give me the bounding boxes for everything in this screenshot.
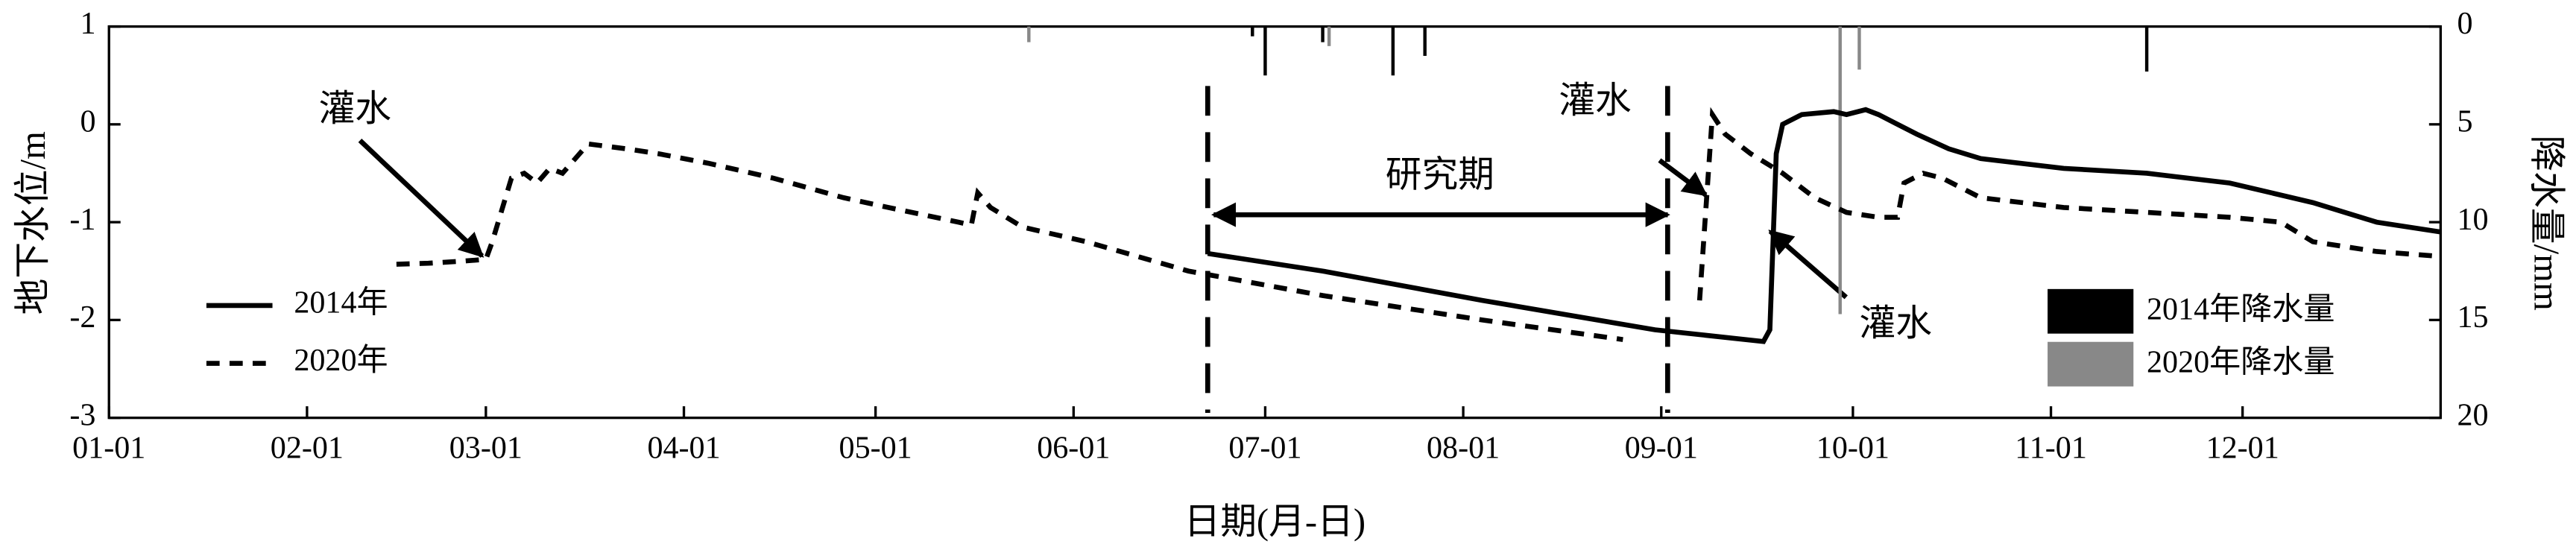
x-tick-label: 10-01 bbox=[1816, 431, 1890, 466]
annotation-arrows bbox=[358, 139, 1848, 300]
x-tick-label: 12-01 bbox=[2206, 431, 2279, 466]
arrow bbox=[1658, 158, 1708, 197]
y-tick-label: 0 bbox=[80, 104, 95, 139]
legend-swatch bbox=[2048, 341, 2134, 387]
arrow bbox=[358, 139, 484, 258]
x-tick-label: 05-01 bbox=[839, 431, 912, 466]
legend-label: 2014年降水量 bbox=[2147, 292, 2334, 327]
y2-tick-label: 5 bbox=[2457, 104, 2472, 139]
y-tick-label: 1 bbox=[80, 6, 95, 41]
y-axis-title: 地下水位/m bbox=[13, 131, 53, 314]
legend-label: 2014年 bbox=[294, 285, 388, 320]
y2-axis-title: 降水量/mm bbox=[2527, 135, 2567, 311]
y-tick-label: -1 bbox=[69, 202, 95, 237]
y2-tick-label: 10 bbox=[2457, 202, 2488, 237]
x-tick-label: 07-01 bbox=[1228, 431, 1301, 466]
x-tick-label: 09-01 bbox=[1625, 431, 1698, 466]
x-tick-label: 08-01 bbox=[1427, 431, 1500, 466]
x-tick-label: 03-01 bbox=[449, 431, 523, 466]
annotation: 灌水 bbox=[319, 89, 391, 129]
y2-tick-label: 15 bbox=[2457, 300, 2488, 335]
series-line bbox=[1207, 107, 2441, 344]
series-line bbox=[396, 107, 2441, 342]
x-tick-label: 02-01 bbox=[271, 431, 344, 466]
legend-label: 2020年降水量 bbox=[2147, 344, 2334, 379]
arrow bbox=[1768, 229, 1848, 300]
x-tick-label: 04-01 bbox=[647, 431, 720, 466]
legend-label: 2020年 bbox=[294, 343, 388, 378]
annotation: 灌水 bbox=[1860, 303, 1932, 344]
y-tick-label: -3 bbox=[69, 397, 95, 432]
x-tick-label: 06-01 bbox=[1037, 431, 1110, 466]
y2-tick-label: 0 bbox=[2457, 6, 2472, 41]
legend-swatch bbox=[2048, 288, 2134, 334]
annotation: 研究期 bbox=[1386, 155, 1494, 195]
x-tick-label: 01-01 bbox=[72, 431, 145, 466]
y2-tick-label: 20 bbox=[2457, 397, 2488, 432]
x-tick-label: 11-01 bbox=[2015, 431, 2087, 466]
y-tick-label: -2 bbox=[69, 300, 95, 335]
x-axis-title: 日期(月-日) bbox=[1184, 502, 1366, 542]
annotation: 灌水 bbox=[1559, 80, 1631, 121]
